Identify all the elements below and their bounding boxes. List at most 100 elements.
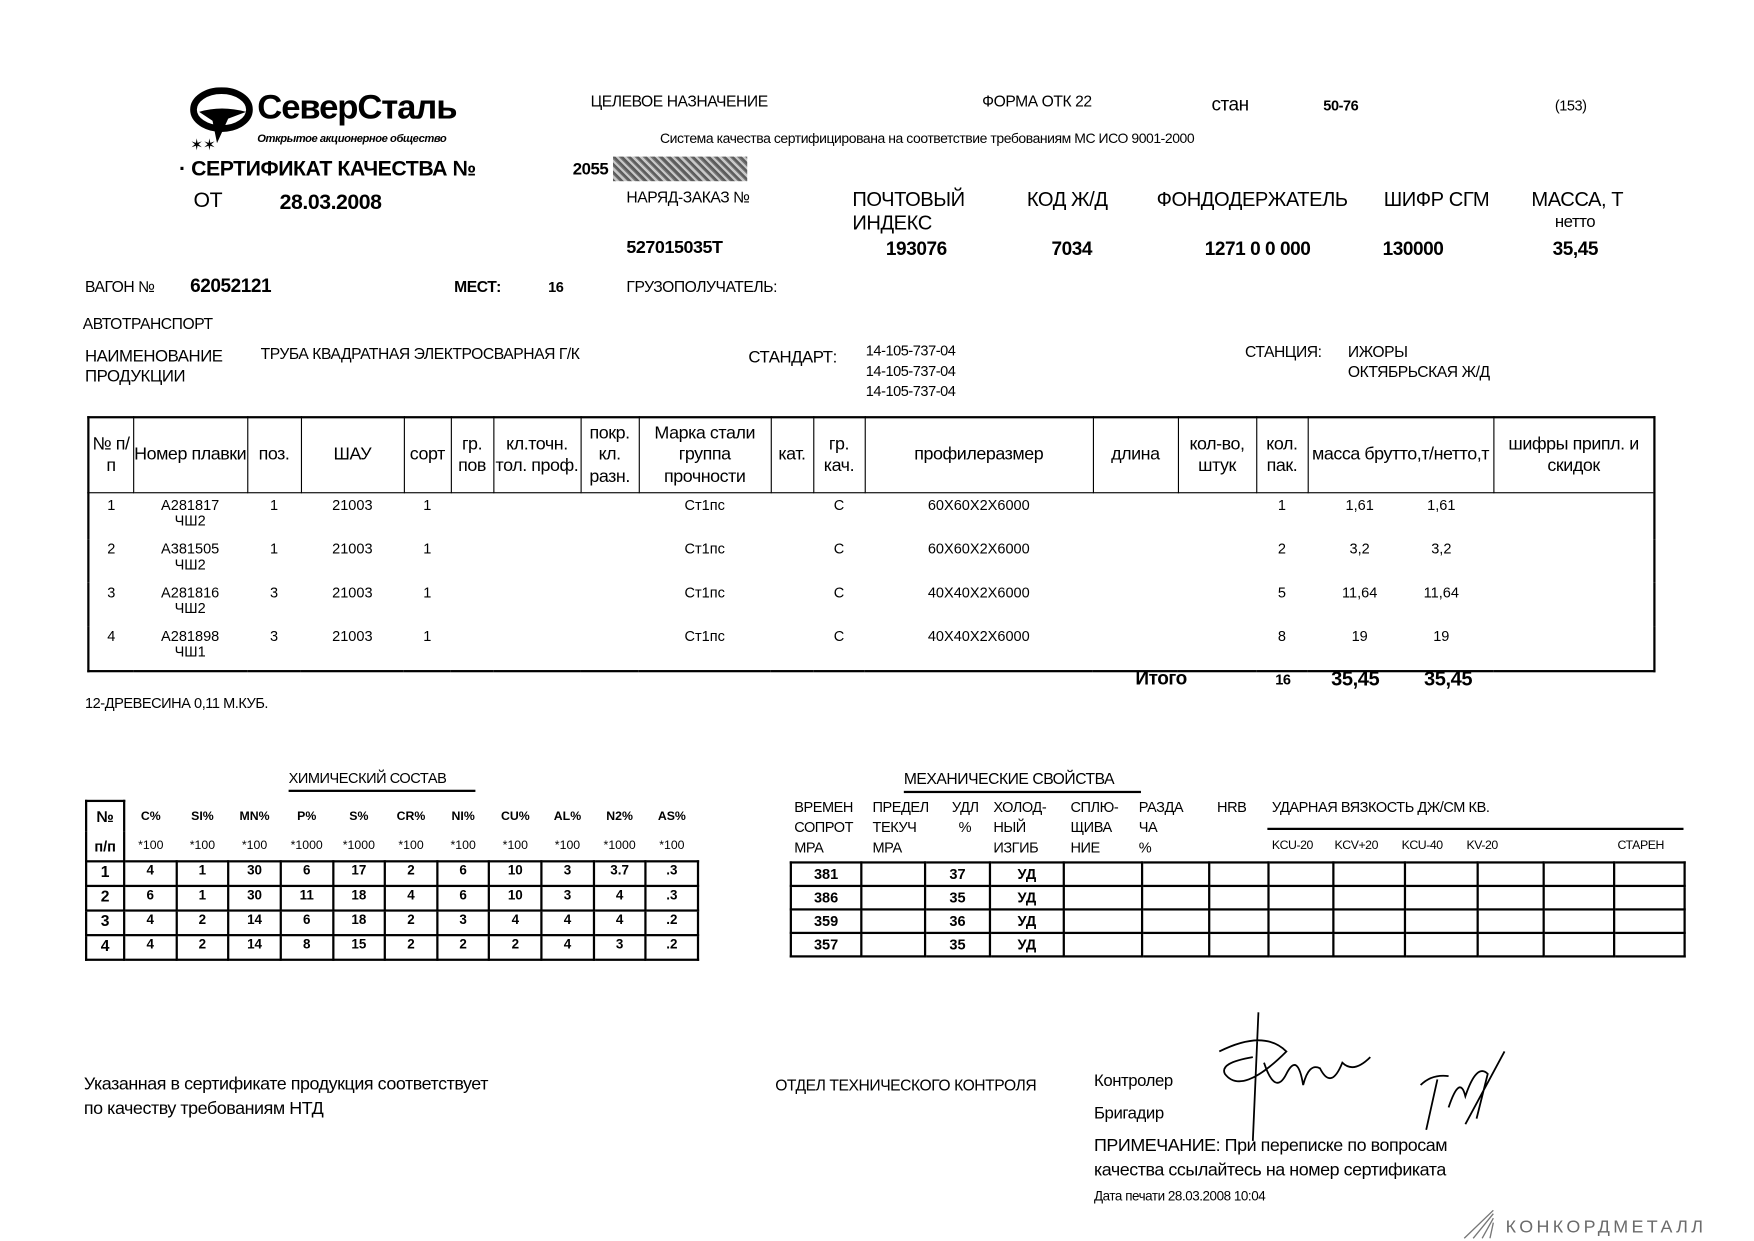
element-header: CU% [500, 809, 530, 823]
mechanics-header-text: ТЕКУЧ [872, 818, 917, 836]
mechanics-cell: 357 [789, 931, 863, 958]
conformity-line2: по качеству требованиям НТД [83, 1099, 324, 1119]
table-cell [1178, 539, 1256, 583]
wagon-label: ВАГОН № [85, 277, 155, 296]
table-cell: 19 19 [1308, 626, 1494, 671]
table-cell [451, 626, 494, 671]
element-header: CR% [396, 809, 426, 823]
chemistry-value: 4 [592, 909, 647, 937]
mechanics-cell [1476, 908, 1545, 935]
table-cell: С [833, 583, 845, 601]
chemistry-value: 4 [540, 934, 595, 961]
table-cell [1493, 583, 1654, 627]
multiplier-header: *100 [241, 838, 268, 853]
chemistry-value: 8 [279, 934, 334, 961]
table-cell: 21003 [332, 627, 373, 645]
table-cell: 5 [1277, 583, 1286, 601]
table-cell [581, 539, 639, 583]
rail-code-label: КОД Ж/Д [1026, 187, 1108, 211]
mechanics-header-text: РАЗДА [1138, 798, 1184, 816]
mechanics-cell: 35 [923, 931, 992, 958]
column-header: профилеразмер [864, 416, 1094, 494]
mechanics-cell [860, 931, 927, 958]
product-label-line1: НАИМЕНОВАНИЕ [85, 346, 223, 366]
mechanics-cell [1267, 908, 1335, 935]
column-header: кл.точн. тол. проф. [492, 416, 582, 494]
mechanics-cell [1613, 884, 1686, 911]
table-cell: 3,2 3,2 [1308, 539, 1494, 583]
multiplier-header: *100 [450, 838, 476, 853]
impact-column-header: KCV+20 [1334, 838, 1378, 853]
multiplier-header: *1000 [603, 838, 636, 853]
chemistry-value: 4 [123, 909, 178, 937]
column-header: длина [1092, 416, 1179, 494]
table-cell [451, 539, 494, 583]
table-cell: Ст1пс [684, 583, 725, 601]
chemistry-value: 17 [331, 860, 387, 888]
column-header: поз. [246, 416, 302, 494]
mechanics-cell [1208, 908, 1270, 935]
column-header: масса брутто,т/нетто,т [1307, 416, 1494, 494]
mechanics-cell [1267, 861, 1335, 888]
mechanics-cell [1332, 931, 1407, 958]
chemistry-elements-row: № C% SI% MN% P% S% CR% NI% CU% AL% N2% AS% [85, 799, 698, 832]
chemistry-value: .3 [644, 860, 700, 888]
chemistry-row: 4 4 2 14 8 15 2 2 2 4 3.2 [85, 934, 700, 961]
postcode-value: 193076 [885, 238, 947, 260]
fund-holder-label: ФОНДОДЕРЖАТЕЛЬ [1156, 187, 1348, 211]
mechanics-cell [1208, 861, 1270, 888]
table-cell [581, 626, 639, 671]
mechanics-cell [1140, 931, 1211, 958]
table-cell: 4 [107, 627, 116, 645]
table-cell [771, 583, 814, 627]
row-number-header: № [85, 799, 126, 832]
impact-title-underline [1267, 827, 1684, 831]
table-cell [1093, 626, 1178, 671]
element-header: AL% [553, 809, 582, 823]
mechanics-header-text: НЫЙ [993, 818, 1026, 836]
chemistry-value: 2 [435, 934, 491, 961]
mechanics-cell [1542, 908, 1616, 935]
heat-suffix: ЧШ1 [174, 643, 206, 661]
gross-mass: 3,2 [1349, 540, 1370, 558]
table-cell: 2 [1277, 540, 1286, 558]
table-cell [1093, 493, 1178, 539]
mechanics-header-text: СПЛЮ- [1070, 798, 1119, 816]
wagon-value: 62052121 [190, 275, 272, 297]
mechanics-cell [1403, 908, 1479, 935]
table-cell [1178, 583, 1256, 627]
chemistry-value: .3 [644, 884, 700, 912]
mechanics-cell [1476, 884, 1545, 911]
postcode-label: ПОЧТОВЫЙ ИНДЕКС [852, 187, 965, 234]
table-cell: А281817 ЧШ2 [133, 493, 247, 539]
mechanics-cell [1267, 931, 1335, 958]
table-cell [1178, 493, 1256, 539]
mechanics-cell: 35 [923, 884, 992, 911]
mechanics-cell [1332, 884, 1407, 911]
mechanics-cell [1062, 861, 1144, 888]
table-cell [1493, 626, 1654, 671]
date-value: 28.03.2008 [279, 191, 382, 215]
mechanics-cell [1062, 908, 1144, 935]
mass-label: МАССА, Т [1531, 187, 1624, 211]
mill-label: стан [1211, 93, 1249, 116]
mechanics-cell [860, 908, 927, 935]
table-cell [493, 493, 580, 539]
column-header: покр. кл. разн. [579, 416, 640, 494]
table-header-row: № п/п Номер плавки поз. ШАУ сорт гр. пов кл.то… [87, 416, 1655, 494]
multiplier-header: *100 [189, 838, 216, 853]
chemistry-title: ХИМИЧЕСКИЙ СОСТАВ [288, 769, 447, 787]
element-header: AS% [657, 809, 686, 823]
mass-values: 3,2 3,2 [1308, 541, 1494, 557]
mechanics-cell [860, 861, 927, 888]
mechanics-header-text: % [1138, 838, 1152, 856]
mechanics-cell [1140, 861, 1211, 888]
heat-number: А281816 [161, 583, 220, 601]
chemistry-value: 2 [383, 909, 439, 937]
table-cell: 1 [270, 496, 279, 514]
column-header: № п/п [87, 416, 134, 494]
chemistry-value: 4 [123, 934, 178, 961]
column-header: сорт [403, 416, 452, 494]
mass-sublabel: нетто [1554, 212, 1596, 232]
table-cell [1493, 493, 1654, 539]
